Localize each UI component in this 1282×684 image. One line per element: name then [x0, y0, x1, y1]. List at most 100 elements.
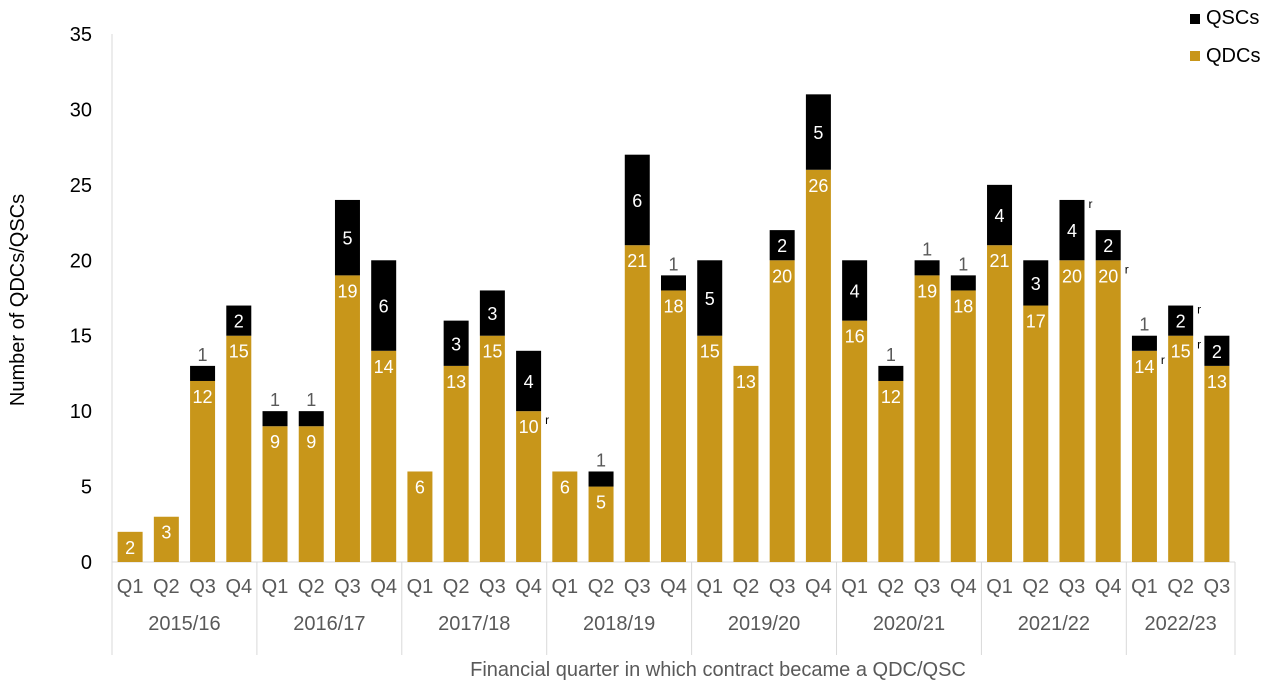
y-tick-label: 30: [70, 99, 92, 121]
data-label-qscs: 1: [596, 450, 606, 470]
bar-qdcs: [407, 471, 433, 562]
y-axis-title: Number of QDCs/QSCs: [7, 194, 29, 406]
data-label-qdcs: 18: [663, 296, 683, 316]
data-label-qdcs: 10: [519, 417, 539, 437]
y-tick-label: 5: [81, 477, 92, 499]
data-label-qscs: 4: [1067, 221, 1077, 241]
data-label-qscs: 1: [270, 390, 280, 410]
data-label-qdcs: 5: [596, 493, 606, 513]
data-label-qdcs: 19: [917, 281, 937, 301]
bar-qscs: [1168, 305, 1194, 336]
bar-qdcs: [1204, 365, 1230, 562]
data-label-qscs: 1: [958, 254, 968, 274]
y-tick-label: 20: [70, 250, 92, 272]
data-label-qdcs: 13: [446, 372, 466, 392]
x-tick-label-year: 2018/19: [583, 613, 655, 635]
x-tick-label-quarter: Q4: [950, 576, 977, 598]
x-tick-label-quarter: Q3: [334, 576, 361, 598]
data-label-qscs: 4: [524, 372, 534, 392]
x-tick-label-quarter: Q3: [1059, 576, 1086, 598]
bar-qdcs: [1059, 260, 1085, 562]
data-label-qdcs: 15: [1171, 342, 1191, 362]
x-tick-label-year: 2015/16: [148, 613, 220, 635]
revised-marker: r: [545, 413, 549, 427]
data-label-qscs: 5: [705, 289, 715, 309]
bar-qscs: [842, 260, 868, 321]
data-label-qscs: 5: [342, 229, 352, 249]
data-label-qscs: 4: [995, 206, 1005, 226]
data-label-qscs: 1: [1139, 315, 1149, 335]
data-label-qscs: 2: [777, 236, 787, 256]
data-label-qdcs: 15: [700, 342, 720, 362]
bar-qscs: [624, 154, 650, 246]
revised-marker: r: [1197, 303, 1201, 317]
revised-marker: r: [1197, 338, 1201, 352]
data-label-qdcs: 3: [161, 523, 171, 543]
data-label-qscs: 3: [487, 304, 497, 324]
bar-qdcs: [697, 335, 723, 562]
bar-qscs: [516, 350, 542, 412]
data-label-qscs: 4: [850, 281, 860, 301]
data-label-qdcs: 12: [193, 387, 213, 407]
data-label-qdcs: 18: [953, 296, 973, 316]
x-tick-label-quarter: Q4: [1095, 576, 1122, 598]
x-tick-label-quarter: Q2: [1167, 576, 1194, 598]
data-label-qscs: 2: [234, 312, 244, 332]
bar-qdcs: [226, 335, 252, 562]
x-tick-label-quarter: Q3: [914, 576, 941, 598]
revised-marker: r: [1125, 262, 1129, 276]
x-tick-label-quarter: Q1: [986, 576, 1013, 598]
data-label-qdcs: 14: [1134, 357, 1154, 377]
bar-qdcs: [552, 471, 578, 562]
bar-qdcs: [661, 290, 686, 562]
bar-qdcs: [298, 426, 324, 562]
bar-qdcs: [769, 260, 795, 562]
x-tick-label-quarter: Q3: [769, 576, 796, 598]
y-tick-label: 10: [70, 401, 92, 423]
bar-qscs: [697, 260, 723, 336]
x-tick-label-quarter: Q4: [370, 576, 397, 598]
data-label-qscs: 5: [813, 123, 823, 143]
bar-qscs: [805, 94, 831, 170]
x-tick-label-quarter: Q1: [551, 576, 578, 598]
data-label-qdcs: 14: [374, 357, 394, 377]
bar-qscs: [1023, 260, 1049, 306]
bar-qscs: [298, 411, 324, 427]
x-tick-label-quarter: Q3: [1204, 576, 1231, 598]
data-label-qscs: 2: [1176, 312, 1186, 332]
x-tick-label-quarter: Q1: [696, 576, 723, 598]
bar-qscs: [226, 305, 252, 336]
data-label-qdcs: 9: [306, 432, 316, 452]
revised-marker: r: [1088, 197, 1092, 211]
data-label-qdcs: 15: [482, 342, 502, 362]
data-label-qdcs: 21: [627, 251, 647, 271]
data-label-qdcs: 9: [270, 432, 280, 452]
bar-qscs: [479, 290, 505, 336]
bar-qscs: [262, 411, 288, 427]
data-label-qdcs: 15: [229, 342, 249, 362]
y-tick-label: 25: [70, 175, 92, 197]
x-tick-label-quarter: Q1: [841, 576, 868, 598]
y-tick-label: 35: [70, 24, 92, 46]
data-label-qdcs: 2: [125, 538, 135, 558]
x-tick-label-quarter: Q4: [225, 576, 252, 598]
bar-qdcs: [117, 531, 143, 562]
data-label-qscs: 1: [886, 345, 896, 365]
bar-qscs: [1095, 230, 1121, 261]
bar-qdcs: [443, 365, 469, 562]
bar-qscs: [443, 320, 469, 366]
bar-qdcs: [479, 335, 505, 562]
bar-qdcs: [733, 365, 759, 562]
bar-qdcs: [153, 516, 179, 562]
x-tick-label-quarter: Q2: [588, 576, 615, 598]
x-tick-label-quarter: Q1: [407, 576, 434, 598]
x-tick-label-quarter: Q2: [1022, 576, 1049, 598]
bar-qscs: [914, 260, 940, 276]
bar-qdcs: [914, 275, 940, 562]
y-tick-label: 15: [70, 326, 92, 348]
legend-label-qdcs: QDCs: [1206, 45, 1260, 67]
x-tick-label-year: 2019/20: [728, 613, 800, 635]
data-label-qdcs: 6: [415, 477, 425, 497]
bar-qscs: [190, 365, 216, 381]
